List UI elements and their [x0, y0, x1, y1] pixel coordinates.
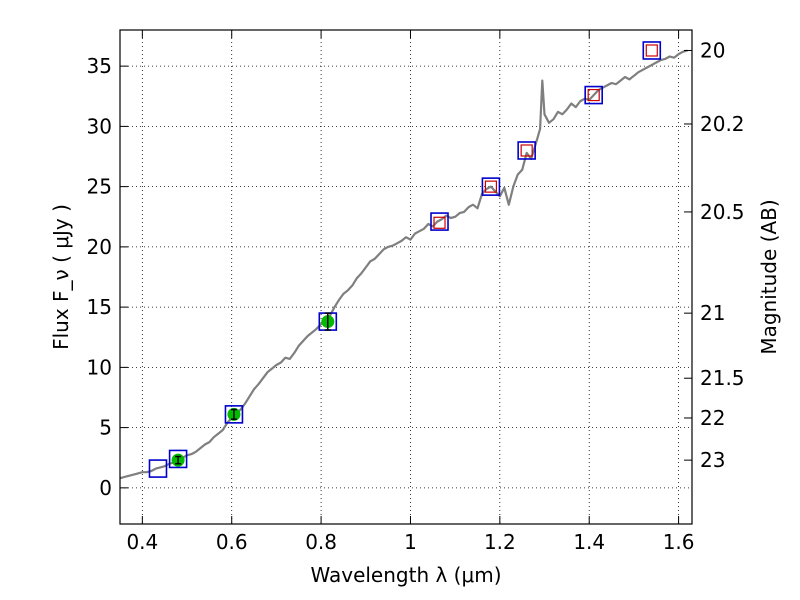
right-tick-label: 21 — [700, 301, 725, 325]
right-tick-label: 23 — [700, 448, 725, 472]
ticks: 0.4 0.6 0.8 1 1.2 1.4 1.6 0 5 10 15 20 25 30 35 20 20.2 2… — [87, 30, 745, 554]
model-point — [148, 459, 168, 478]
model-point — [481, 177, 501, 196]
upper-limit-point — [587, 88, 600, 102]
right-tick-label: 20.5 — [700, 200, 745, 224]
right-tick-label: 22 — [700, 406, 725, 430]
x-tick-label: 1.6 — [663, 530, 695, 554]
x-tick-label: 0.6 — [216, 530, 248, 554]
model-point — [584, 85, 603, 105]
right-tick-label: 20 — [700, 38, 725, 62]
grid — [120, 30, 692, 524]
x-tick-label: 0.8 — [305, 530, 337, 554]
y-tick-label: 5 — [99, 416, 112, 440]
x-axis-title: Wavelength λ (μm) — [310, 563, 501, 587]
y-tick-label: 0 — [99, 476, 112, 500]
spectrum-line — [119, 49, 688, 480]
y-axis-title-right: Magnitude (AB) — [757, 199, 781, 354]
y-tick-label: 15 — [87, 295, 112, 319]
model-point — [224, 405, 244, 424]
y-tick-label: 25 — [87, 175, 112, 199]
x-tick-label: 1.4 — [573, 530, 605, 554]
x-tick-label: 1 — [404, 530, 417, 554]
upper-limit-point — [433, 216, 446, 229]
plot-area — [119, 41, 688, 480]
y-tick-label: 30 — [87, 114, 112, 138]
x-tick-label: 1.2 — [484, 530, 516, 554]
model-point — [642, 41, 662, 60]
upper-limit-point — [520, 144, 533, 157]
right-tick-label: 20.2 — [700, 112, 745, 136]
x-tick-label: 0.4 — [126, 530, 158, 554]
right-tick-label: 21.5 — [700, 366, 745, 390]
model-point — [168, 449, 188, 469]
upper-limit-point — [645, 44, 658, 57]
y-tick-label: 10 — [87, 355, 112, 379]
y-axis-title-left: Flux F_ν ( μJy ) — [49, 204, 73, 350]
plot-frame — [119, 29, 693, 525]
model-point — [430, 212, 449, 231]
y-tick-label: 35 — [87, 54, 112, 78]
upper-limit-point — [484, 180, 498, 193]
y-tick-label: 20 — [87, 235, 112, 259]
model-point — [517, 141, 536, 160]
